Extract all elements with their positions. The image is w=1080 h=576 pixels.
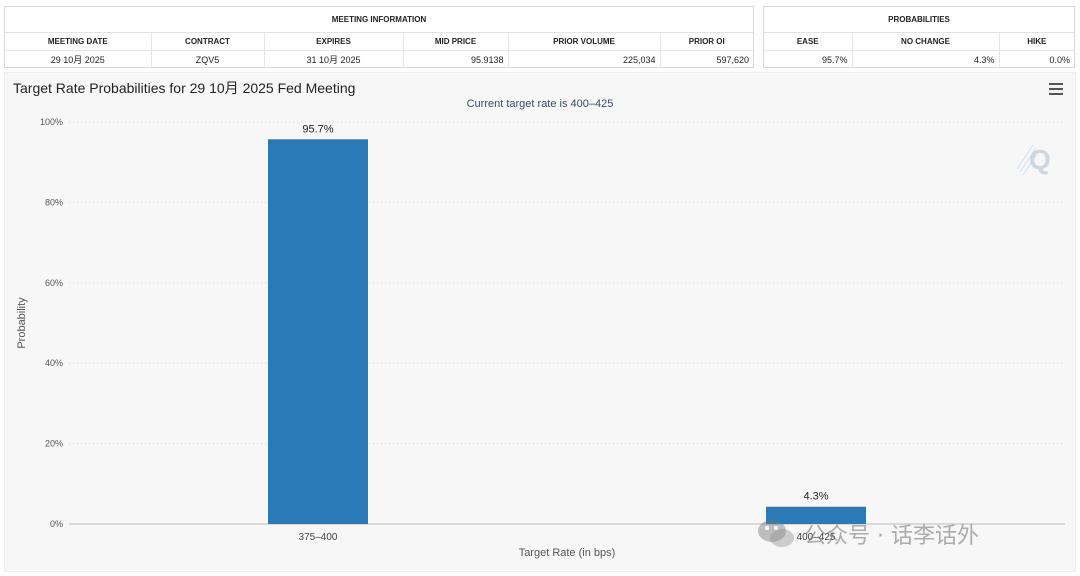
svg-text:Q: Q — [1029, 144, 1051, 175]
col-header-expires: EXPIRES — [264, 33, 404, 51]
x-tick-label: 375–400 — [299, 532, 338, 543]
bar-chart: 0% 20% 40% 60% 80% 100% 95.7% 375–400 4.3% 400–42… — [16, 117, 1065, 559]
col-header-ease: EASE — [764, 33, 853, 51]
prior-volume-value: 225,034 — [508, 50, 661, 68]
col-header-prior-oi: PRIOR OI — [660, 33, 753, 51]
col-header-prior-volume: PRIOR VOLUME — [508, 33, 661, 51]
watermark: 公众号 · 话李话外 — [756, 516, 979, 552]
meeting-information-title: MEETING INFORMATION — [5, 7, 753, 33]
table-row: 29 10月 2025 ZQV5 31 10月 2025 95.9138 225… — [5, 50, 753, 68]
contract-value: ZQV5 — [151, 50, 265, 68]
col-header-mid-price: MID PRICE — [403, 33, 509, 51]
meeting-information-panel: MEETING INFORMATION MEETING DATE CONTRAC… — [4, 6, 754, 68]
y-axis-title: Probability — [16, 297, 28, 349]
ease-value: 95.7% — [764, 50, 853, 68]
probabilities-panel: PROBABILITIES EASE NO CHANGE HIKE 95.7% … — [763, 6, 1075, 68]
y-tick-label: 100% — [40, 117, 63, 127]
cme-q-logo-icon: Q — [1016, 144, 1051, 176]
col-header-meeting-date: MEETING DATE — [5, 33, 152, 51]
wechat-icon — [758, 520, 794, 547]
col-header-contract: CONTRACT — [151, 33, 265, 51]
probabilities-title: PROBABILITIES — [764, 7, 1074, 33]
y-tick-label: 20% — [45, 439, 63, 449]
x-axis-title: Target Rate (in bps) — [519, 547, 616, 559]
x-tick-label: 400–425 — [797, 532, 836, 543]
bar-2 — [766, 506, 866, 524]
no-change-value: 4.3% — [852, 50, 1000, 68]
meeting-information-table: MEETING DATE CONTRACT EXPIRES MID PRICE … — [5, 33, 753, 68]
data-label: 95.7% — [302, 123, 333, 135]
y-tick-label: 60% — [45, 278, 63, 288]
chart-subtitle: Current target rate is 400–425 — [466, 98, 614, 110]
probabilities-table: EASE NO CHANGE HIKE 95.7% 4.3% 0.0% — [764, 33, 1074, 68]
probabilities-header-row: EASE NO CHANGE HIKE — [764, 33, 1074, 51]
watermark-text: 公众号 · 话李话外 — [804, 524, 979, 549]
y-tick-label: 40% — [45, 358, 63, 368]
bar-1 — [268, 139, 368, 524]
chart-title: Target Rate Probabilities for 29 10月 202… — [13, 80, 356, 96]
y-tick-label: 80% — [45, 197, 63, 207]
hamburger-menu-icon[interactable] — [1049, 83, 1063, 95]
data-label: 4.3% — [803, 491, 828, 503]
meeting-information-header-row: MEETING DATE CONTRACT EXPIRES MID PRICE … — [5, 33, 753, 51]
chart-panel: 0% 20% 40% 60% 80% 100% 95.7% 375–400 4.3% 400–42… — [4, 72, 1076, 572]
hike-value: 0.0% — [1049, 54, 1070, 65]
table-row: 95.7% 4.3% 0.0% — [764, 50, 1074, 68]
y-tick-label: 0% — [50, 519, 63, 529]
col-header-hike: HIKE — [999, 33, 1074, 51]
col-header-no-change: NO CHANGE — [852, 33, 1000, 51]
expires-value: 31 10月 2025 — [264, 50, 404, 68]
mid-price-value: 95.9138 — [403, 50, 509, 68]
meeting-date-value: 29 10月 2025 — [5, 50, 152, 68]
prior-oi-value: 597,620 — [716, 54, 749, 65]
